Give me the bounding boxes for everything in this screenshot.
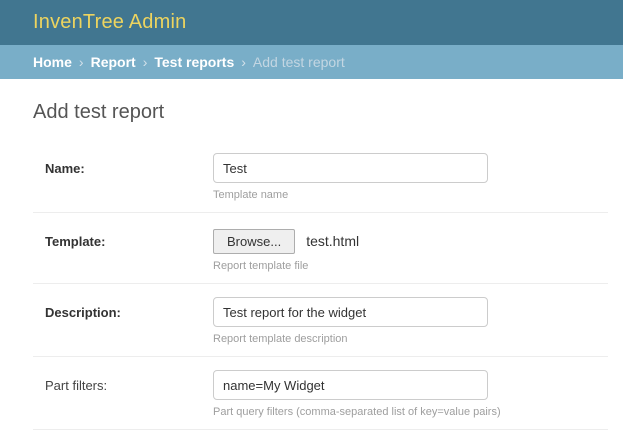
page-title: Add test report	[33, 101, 165, 123]
name-help-text: Template name	[213, 189, 289, 201]
name-label: Name:	[45, 161, 85, 176]
template-label: Template:	[45, 234, 106, 249]
description-input[interactable]	[213, 297, 488, 327]
breadcrumb: Home › Report › Test reports › Add test …	[0, 45, 623, 79]
template-field-box: Browse... test.html Report template file	[213, 226, 359, 272]
breadcrumb-home[interactable]: Home	[33, 54, 72, 70]
template-file-widget: Browse... test.html	[213, 226, 359, 254]
part-filters-help-text: Part query filters (comma-separated list…	[213, 406, 501, 418]
form-row-part-filters: Part filters: Part query filters (comma-…	[33, 357, 608, 430]
browse-button[interactable]: Browse...	[213, 228, 296, 254]
form-row-description: Description: Report template description	[33, 284, 608, 357]
name-input[interactable]	[213, 153, 488, 183]
form-row-name: Name: Template name	[33, 140, 608, 213]
breadcrumb-report[interactable]: Report	[90, 54, 136, 70]
main-content: Add test report Name: Template name Temp…	[33, 79, 608, 430]
part-filters-field-box: Part query filters (comma-separated list…	[213, 370, 501, 418]
description-help-text: Report template description	[213, 333, 348, 345]
description-label: Description:	[45, 305, 121, 320]
part-filters-input[interactable]	[213, 370, 488, 400]
selected-file-name: test.html	[306, 233, 360, 249]
app-header: InvenTree Admin	[0, 0, 623, 45]
breadcrumb-current-page: Add test report	[252, 54, 345, 70]
breadcrumb-separator: ›	[142, 54, 148, 70]
breadcrumb-separator: ›	[78, 54, 84, 70]
breadcrumb-test-reports[interactable]: Test reports	[154, 54, 235, 70]
name-field-box: Template name	[213, 153, 488, 201]
part-filters-label: Part filters:	[45, 378, 108, 393]
template-help-text: Report template file	[213, 260, 309, 272]
form-row-template: Template: Browse... test.html Report tem…	[33, 213, 608, 284]
app-title[interactable]: InvenTree Admin	[33, 11, 187, 33]
description-field-box: Report template description	[213, 297, 488, 345]
breadcrumb-separator: ›	[241, 54, 246, 70]
